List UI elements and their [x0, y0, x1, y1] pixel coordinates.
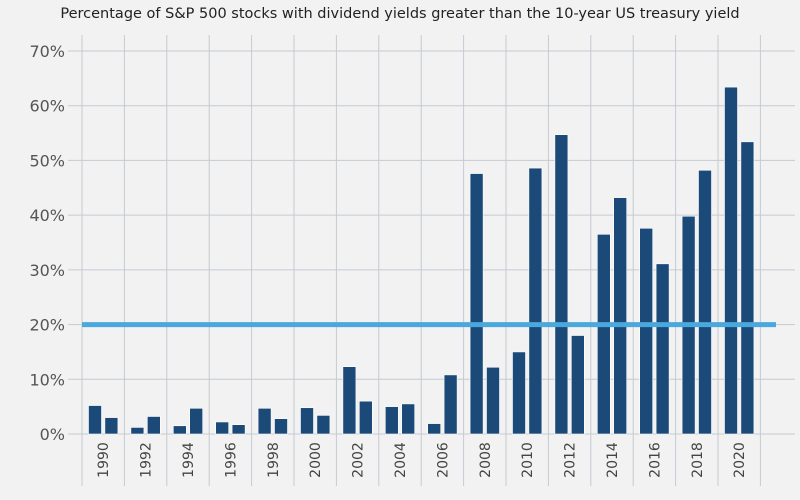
- bar-2008: [469, 173, 484, 435]
- y-tick-label: 40%: [29, 206, 65, 225]
- bar-1994: [173, 425, 187, 435]
- x-tick-label: 1992: [139, 442, 155, 478]
- bar-2006: [427, 423, 442, 435]
- bar-2009: [486, 366, 500, 435]
- x-tick-label: 2000: [308, 442, 324, 478]
- y-tick-label: 30%: [29, 261, 65, 280]
- y-tick-label: 20%: [29, 316, 65, 335]
- bar-1991: [104, 417, 119, 435]
- bar-2002: [342, 366, 357, 435]
- bar-2021: [740, 141, 755, 435]
- x-tick-label: 2016: [647, 442, 663, 478]
- x-tick-label: 1990: [96, 442, 112, 478]
- bar-2005: [401, 403, 416, 435]
- bar-1998: [257, 407, 272, 435]
- bar-1990: [88, 405, 102, 435]
- bar-2019: [698, 169, 712, 435]
- y-tick-label: 60%: [29, 97, 65, 116]
- y-tick-label: 10%: [29, 370, 65, 389]
- bar-2016: [639, 227, 654, 435]
- x-tick-label: 2002: [351, 442, 367, 478]
- bar-2003: [358, 400, 373, 435]
- bar-2010: [512, 351, 526, 435]
- bar-2011: [528, 167, 543, 435]
- x-tick-label: 2010: [520, 442, 536, 478]
- chart-title: Percentage of S&P 500 stocks with divide…: [60, 6, 740, 22]
- bar-2000: [300, 407, 314, 435]
- x-tick-label: 2020: [732, 442, 748, 478]
- bar-2015: [613, 197, 628, 435]
- bar-2012: [554, 134, 569, 435]
- bar-1997: [231, 424, 246, 435]
- x-tick-label: 2018: [690, 442, 706, 478]
- bar-1996: [215, 421, 229, 435]
- bar-2001: [316, 415, 331, 435]
- bar-1995: [189, 407, 203, 435]
- x-tick-label: 1994: [181, 442, 197, 478]
- bar-2004: [384, 406, 399, 435]
- bar-1993: [147, 416, 161, 435]
- bar-2014: [596, 233, 611, 435]
- bar-2020: [724, 86, 738, 435]
- y-tick-label: 0%: [40, 425, 65, 444]
- bar-2017: [655, 263, 670, 435]
- x-tick-label: 1996: [223, 442, 239, 478]
- x-tick-label: 2008: [478, 442, 494, 478]
- bar-2007: [443, 374, 458, 435]
- x-tick-label: 2014: [605, 442, 621, 478]
- x-tick-label: 2004: [393, 442, 409, 478]
- bar-1999: [274, 418, 288, 435]
- bar-2013: [570, 335, 585, 435]
- bar-1992: [130, 427, 145, 435]
- x-tick-label: 2012: [563, 442, 579, 478]
- x-tick-label: 1998: [266, 442, 282, 478]
- y-tick-label: 50%: [29, 151, 65, 170]
- y-tick-label: 70%: [29, 42, 65, 61]
- x-tick-label: 2006: [435, 442, 451, 478]
